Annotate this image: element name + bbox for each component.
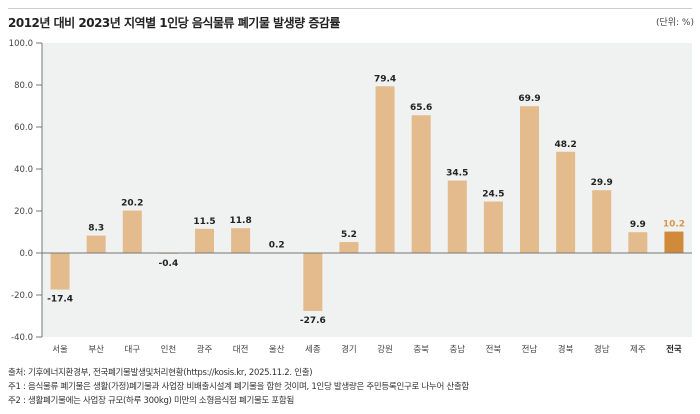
unit-label: (단위: %) [655,18,694,28]
source-note: 출처: 기후에너지환경부, 전국폐기물발생및처리현황(https://kosis… [8,368,313,378]
x-tick-label: 광주 [197,344,213,355]
notes: 출처: 기후에너지환경부, 전국폐기물발생및처리현황(https://kosis… [8,366,469,408]
bar-전남 [520,106,539,254]
data-label: 69.9 [518,94,540,104]
data-label: -0.4 [159,259,179,269]
bar-경기 [339,242,359,253]
y-tick-label: 0.0 [19,249,33,259]
data-label: 48.2 [555,140,577,150]
bar-충남 [447,180,467,253]
bar-대전 [231,228,251,253]
data-label: 20.2 [121,199,143,209]
data-label: -17.4 [47,295,73,305]
data-label: 9.9 [630,220,646,230]
x-tick-label: 세종 [305,345,321,355]
y-tick-label: 80.0 [14,81,33,91]
y-tick-label: 60.0 [14,123,33,133]
bar-전북 [483,201,503,253]
x-tick-label: 충남 [449,345,465,355]
data-label: 65.6 [410,103,432,113]
note-2: 주2 : 생활폐기물에는 사업장 규모(하루 300kg) 미만의 소형음식점 … [8,396,294,406]
x-tick-label: 대전 [233,344,249,355]
bar-강원 [375,86,395,253]
y-tick-label: -20.0 [11,291,33,301]
data-label: 29.9 [591,178,613,188]
chart-title: 2012년 대비 2023년 지역별 1인당 음식물류 폐기물 발생량 증감률 [8,16,340,30]
x-tick-label: 충북 [413,345,429,355]
data-label: -27.6 [300,316,326,326]
y-tick-label: 40.0 [14,165,33,175]
data-label: 0.2 [269,241,285,251]
y-tick-label: 20.0 [14,207,33,217]
bar-충북 [411,115,431,254]
x-tick-label: 전남 [522,344,538,355]
bar-경북 [556,151,576,253]
data-label: 24.5 [482,190,504,200]
data-label: 11.5 [193,217,215,227]
x-tick-label: 제주 [630,345,646,355]
bar-부산 [86,235,106,253]
data-label: 5.2 [341,230,357,240]
x-tick-label: 전국 [666,344,682,355]
bar-경남 [592,190,612,253]
data-label: 8.3 [88,224,104,234]
bar-광주 [195,228,214,253]
bar-전국 [664,231,684,253]
plot-area [42,43,692,337]
top-divider [8,8,692,9]
y-tick-label: -40.0 [11,333,33,343]
x-tick-label: 부산 [88,344,104,355]
x-tick-label: 대구 [124,345,140,355]
x-tick-label: 경남 [594,344,610,355]
x-tick-label: 인천 [161,344,177,355]
data-label: 11.8 [230,216,252,226]
x-tick-label: 울산 [269,344,285,355]
x-tick-label: 서울 [52,345,68,355]
bar-제주 [628,232,648,253]
y-tick-label: 100.0 [9,39,33,49]
x-tick-label: 전북 [486,344,502,355]
bar-서울 [50,253,70,290]
data-label: 79.4 [374,74,396,84]
x-tick-label: 경북 [558,344,574,355]
data-label: 34.5 [446,169,468,179]
data-label: 10.2 [663,220,685,230]
bar-세종 [303,253,323,311]
x-tick-label: 강원 [377,344,393,355]
bar-대구 [122,210,142,253]
x-tick-label: 경기 [341,344,357,355]
note-1: 주1 : 음식물류 폐기물은 생활(가정)폐기물과 사업장 비배출시설계 폐기물… [8,382,469,392]
